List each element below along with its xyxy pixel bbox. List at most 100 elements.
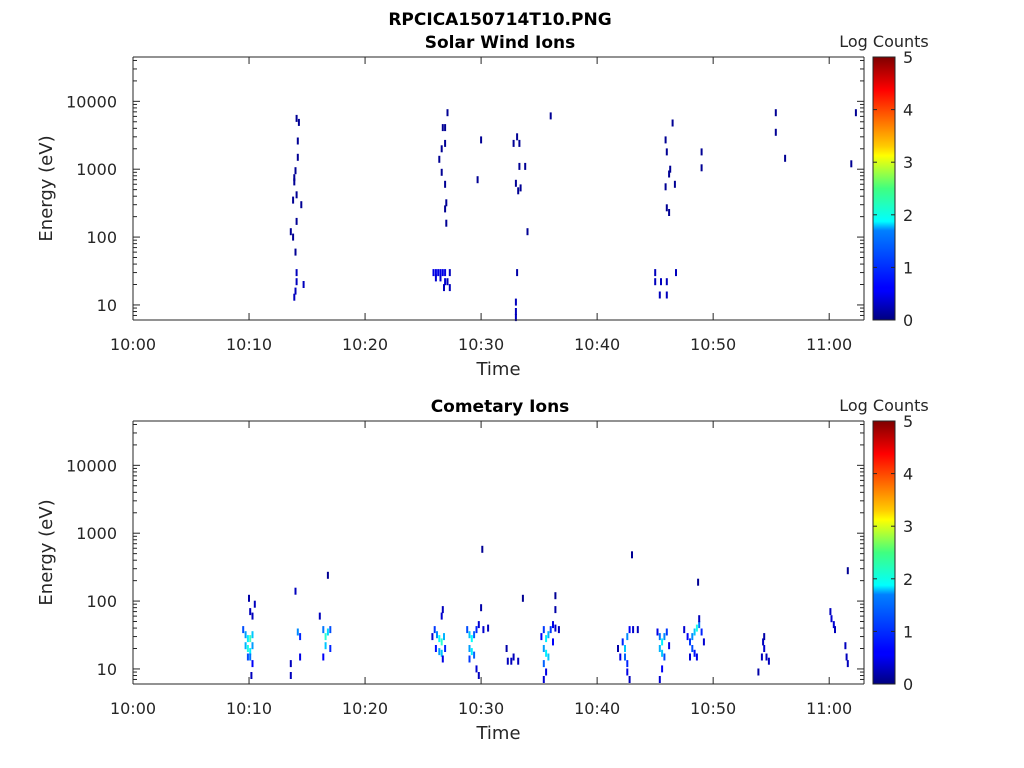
data-cell [249, 648, 252, 656]
data-cell [480, 136, 483, 144]
data-cell [774, 128, 777, 136]
y-tick-label: 1000 [76, 524, 117, 543]
data-cell [542, 645, 545, 652]
data-cell [763, 645, 766, 652]
data-cell [439, 269, 442, 277]
colorbar-tick-label: 3 [903, 153, 913, 172]
colorbar-tick-label: 1 [903, 258, 913, 277]
data-cell [448, 284, 451, 292]
data-cell [473, 631, 476, 639]
data-cell [668, 170, 671, 178]
data-cell [757, 668, 760, 676]
data-cell [554, 592, 557, 600]
data-cell [477, 672, 480, 679]
data-cell [542, 676, 545, 683]
data-cell [293, 293, 296, 301]
data-cell [440, 649, 443, 657]
colorbar-tick-label: 1 [903, 622, 913, 641]
solar-wind-ions-panel: Solar Wind Ions Log Counts 10:00 10:10 10:… [36, 32, 929, 380]
data-cell [445, 219, 448, 227]
data-cell [476, 176, 479, 184]
colorbar-tick-label: 4 [903, 101, 913, 120]
data-cell [468, 655, 471, 663]
data-cell [253, 600, 256, 608]
data-cell [834, 626, 836, 634]
data-cell [628, 676, 631, 683]
data-cell [441, 606, 444, 614]
data-cell [251, 660, 254, 668]
data-cell [557, 626, 560, 634]
data-cell [440, 612, 443, 620]
data-cell [299, 653, 302, 661]
data-cell [480, 604, 483, 612]
data-cell [289, 660, 292, 668]
data-cell [246, 635, 249, 643]
data-cell [854, 109, 857, 117]
data-cell [434, 269, 437, 277]
data-cell [251, 612, 254, 620]
data-cell [289, 228, 292, 236]
data-cell [249, 653, 252, 661]
colorbar-tick-label: 0 [903, 675, 913, 694]
data-cell [294, 167, 297, 175]
data-cell [554, 624, 557, 632]
x-tick-label: 10:30 [458, 699, 504, 718]
colorbar-tick-label: 3 [903, 517, 913, 536]
data-cell [249, 608, 252, 616]
colorbar-tick-label: 2 [903, 206, 913, 225]
data-cell [441, 655, 444, 663]
data-cell [619, 653, 622, 661]
x-tick-label: 10:00 [110, 335, 156, 354]
data-cell [549, 112, 552, 120]
data-cell [477, 621, 480, 629]
data-cell [438, 155, 441, 163]
data-cell [466, 626, 469, 634]
data-cell [668, 209, 671, 216]
colorbar [872, 420, 896, 685]
cometary-ions-panel: Cometary Ions Log Counts 10:00 10:10 10:20… [36, 396, 929, 744]
data-cell [444, 645, 447, 652]
data-cell [774, 109, 777, 117]
figure-title: RPCICA150714T10.PNG [388, 10, 611, 30]
data-cell [632, 626, 635, 634]
y-tick-label: 100 [86, 592, 117, 611]
data-cell [248, 594, 250, 602]
data-cell [289, 672, 292, 679]
x-tick-label: 11:00 [806, 699, 852, 718]
data-cell [441, 124, 444, 132]
data-cell [326, 628, 329, 636]
data-cell [830, 615, 833, 623]
data-cell [760, 653, 763, 661]
data-cell [686, 633, 689, 641]
data-cell [658, 676, 661, 683]
data-cell [542, 626, 545, 634]
data-cell [829, 608, 832, 616]
data-cell [322, 653, 325, 661]
y-tick-label: 10 [97, 660, 117, 679]
data-cell [468, 645, 471, 652]
data-cell [448, 269, 451, 277]
data-cell [475, 626, 478, 634]
data-cell [482, 626, 485, 634]
data-cell [242, 626, 245, 634]
data-cell [626, 660, 629, 668]
data-cell [294, 287, 297, 295]
data-cell [439, 274, 442, 282]
y-tick-label: 10000 [66, 92, 117, 111]
data-cell [470, 648, 473, 656]
data-cell [683, 626, 686, 634]
data-cell [626, 668, 629, 676]
data-cell [514, 298, 517, 306]
data-cell [661, 649, 664, 657]
data-cell [294, 248, 297, 256]
data-cell [665, 278, 668, 286]
data-cell [444, 205, 447, 213]
data-cell [297, 118, 300, 126]
data-cell [473, 651, 476, 659]
colorbar-tick-label: 4 [903, 465, 913, 484]
data-cell [663, 633, 666, 641]
data-cell [293, 178, 296, 186]
data-cell [656, 628, 659, 636]
data-cell [832, 621, 835, 629]
